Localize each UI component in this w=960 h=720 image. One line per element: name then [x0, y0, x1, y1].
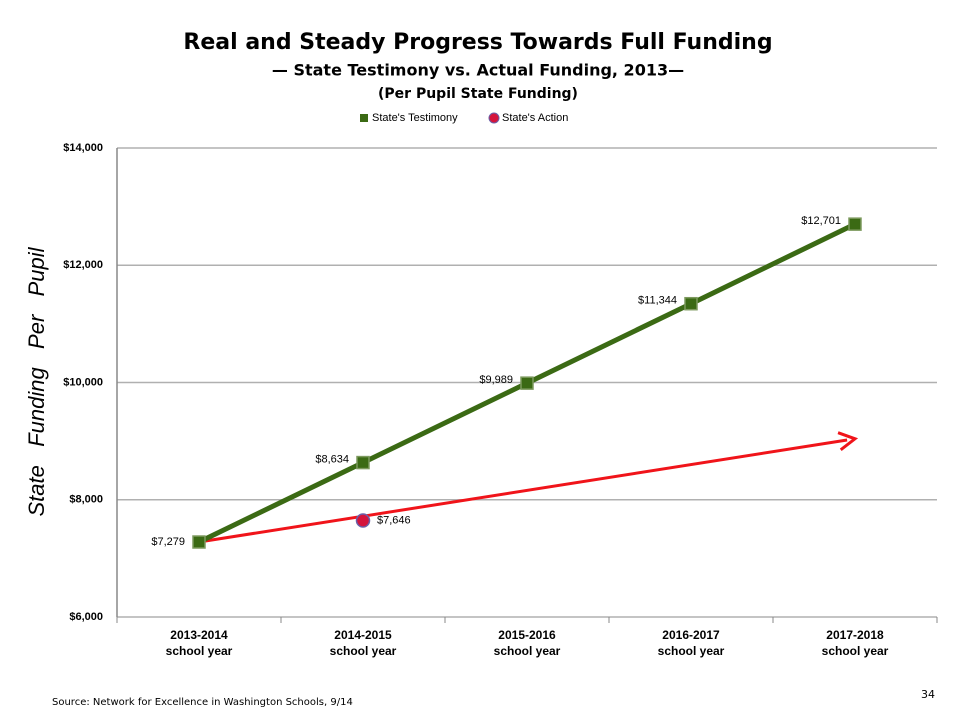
data-label: $8,634: [315, 453, 349, 465]
chart-subtitle: — State Testimony vs. Actual Funding, 20…: [272, 61, 684, 80]
data-label: $11,344: [638, 295, 677, 307]
marker: [520, 376, 534, 390]
legend-label: State's Testimony: [372, 112, 458, 124]
legend-marker: [360, 114, 368, 122]
marker: [684, 296, 698, 311]
data-label: $12,701: [801, 215, 841, 227]
x-tick-label: 2015-2016 school year: [493, 628, 561, 658]
data-label: $7,646: [377, 514, 411, 526]
source: Source: Network for Excellence in Washin…: [52, 697, 353, 708]
data-label: $7,279: [151, 536, 185, 548]
chart-title: Real and Steady Progress Towards Full Fu…: [183, 30, 772, 55]
y-axis-label: State Funding Per Pupil: [24, 246, 49, 516]
y-tick-label: $12,000: [63, 259, 103, 271]
y-tick-label: $6,000: [69, 611, 103, 623]
chart-subtitle: (Per Pupil State Funding): [378, 86, 578, 102]
marker: [192, 535, 206, 549]
legend-label: State's Action: [502, 112, 568, 124]
data-label: $9,989: [479, 374, 513, 386]
arrow-head: [837, 431, 859, 451]
y-tick-label: $14,000: [63, 142, 103, 154]
marker: [355, 513, 371, 528]
legend-marker: [488, 112, 500, 124]
page-number: 34: [921, 688, 935, 701]
y-tick-label: $8,000: [69, 494, 103, 506]
trend-line: [198, 438, 848, 544]
x-tick-label: 2016-2017 school year: [657, 628, 725, 658]
x-tick-label: 2013-2014 school year: [165, 628, 233, 658]
marker: [848, 217, 862, 231]
x-tick-label: 2014-2015 school year: [329, 628, 397, 658]
marker: [356, 455, 370, 470]
y-tick-label: $10,000: [63, 376, 103, 388]
x-tick-label: 2017-2018 school year: [821, 628, 889, 658]
